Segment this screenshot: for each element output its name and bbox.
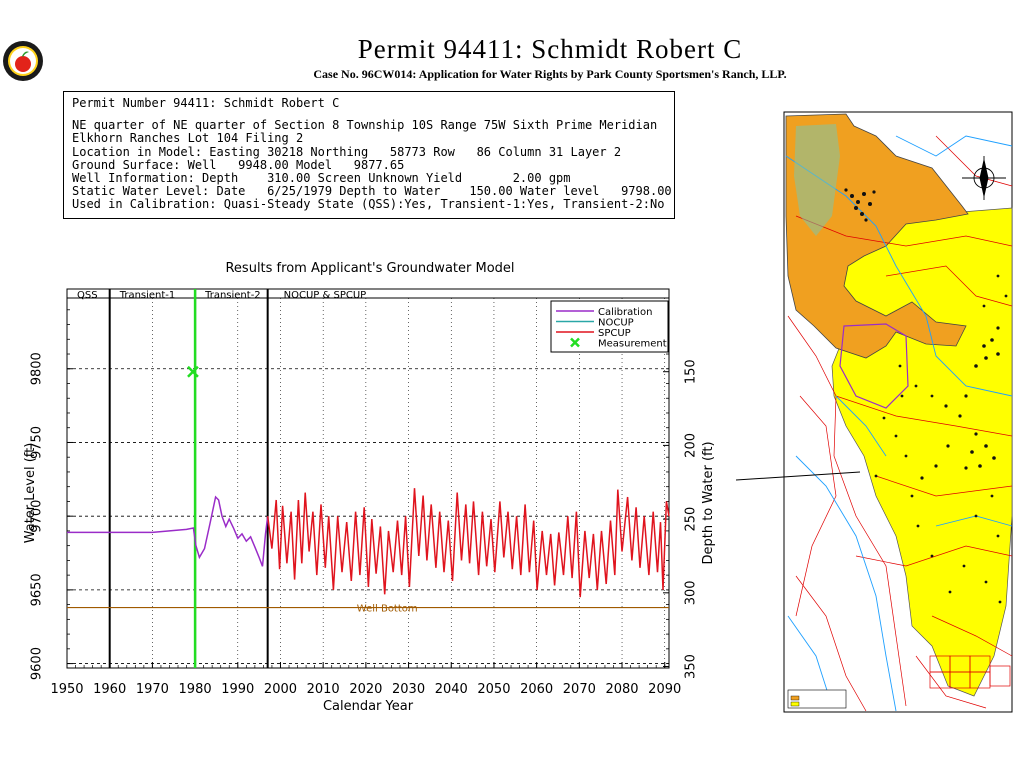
chart-title: Results from Applicant's Groundwater Mod… (225, 261, 515, 276)
measurement-point (187, 365, 199, 378)
map-legend (787, 689, 847, 709)
x-axis-tick-label: 2080 (605, 682, 638, 697)
x-axis-tick-label: 1980 (179, 682, 212, 697)
compass-rose-icon (962, 156, 1006, 200)
legend-label: Calibration (598, 307, 652, 318)
legend-box (550, 300, 669, 353)
x-axis-tick-label: 2020 (349, 682, 382, 697)
legend-label: SPCUP (598, 328, 631, 339)
groundwater-chart: QSS Transient-1 Transient-2 NOCUP & SPCUP 96… (23, 288, 716, 714)
info-well-information: Well Information: Depth 310.00 Screen Un… (72, 171, 571, 186)
x-axis-tick-label: 2030 (392, 682, 425, 697)
period-label: QSS (77, 290, 98, 301)
legend-label: NOCUP (598, 318, 634, 329)
legend-marker-measurement (570, 337, 580, 348)
info-ground-surface: Ground Surface: Well 9948.00 Model 9877.… (72, 157, 405, 172)
map-purple-boundary (839, 323, 909, 409)
info-subdivision: Elkhorn Ranches Lot 104 Filing 2 (72, 131, 304, 146)
x-axis-tick-label: 1970 (136, 682, 169, 697)
y2-axis-title: Depth to Water (ft) (701, 441, 716, 564)
series-line-spcup (266, 488, 670, 598)
y2-axis-tick-label: 300 (684, 580, 699, 605)
info-model-location: Location in Model: Easting 30218 Northin… (72, 144, 622, 159)
page-title: Permit 94411: Schmidt Robert C (357, 34, 743, 64)
x-axis-tick-label: 2050 (477, 682, 510, 697)
x-axis-tick-label: 2000 (264, 682, 297, 697)
y-axis-tick-label: 9600 (30, 647, 45, 680)
map-well-points (844, 188, 1008, 604)
info-legal-location: NE quarter of NE quarter of Section 8 To… (72, 118, 658, 133)
y2-axis-tick-label: 150 (684, 359, 699, 384)
x-axis-tick-label: 2090 (648, 682, 681, 697)
x-axis-tick-label: 2060 (520, 682, 553, 697)
seal-logo (3, 41, 43, 81)
location-map (736, 111, 1013, 713)
legend-label: Measurement (598, 339, 667, 350)
y-axis-tick-label: 9750 (30, 426, 45, 459)
y2-axis-tick-label: 250 (684, 507, 699, 532)
permit-info-box: Permit Number 94411: Schmidt Robert C NE… (63, 91, 675, 219)
map-hatched-zone (794, 124, 840, 236)
x-axis-tick-label: 2040 (435, 682, 468, 697)
series-line-calibration (67, 495, 269, 567)
info-static-water-level: Static Water Level: Date 6/25/1979 Depth… (72, 184, 672, 199)
page-subtitle: Case No. 96CW014: Application for Water … (313, 67, 787, 81)
plot-frame (66, 288, 670, 669)
y-axis-tick-label: 9650 (30, 573, 45, 606)
y-axis-tick-label: 9700 (30, 500, 45, 533)
info-calibration-use: Used in Calibration: Quasi-Steady State … (72, 197, 665, 212)
y2-axis-tick-label: 200 (684, 433, 699, 458)
period-label: NOCUP & SPCUP (284, 290, 367, 301)
x-axis-tick-label: 1960 (93, 682, 126, 697)
y-axis-title: Water Level (ft) (23, 443, 38, 544)
period-label: Transient-2 (204, 290, 261, 301)
x-axis-tick-label: 2070 (563, 682, 596, 697)
x-axis-tick-label: 2010 (307, 682, 340, 697)
well-location-pointer (736, 471, 861, 481)
map-subdivision-grid (929, 655, 1011, 689)
period-label: Transient-1 (119, 290, 176, 301)
map-roads (787, 135, 1013, 712)
x-axis-tick-label: 1950 (50, 682, 83, 697)
y2-axis-tick-label: 350 (684, 654, 699, 679)
y-axis-tick-label: 9800 (30, 352, 45, 385)
well-bottom-label: Well Bottom (357, 604, 418, 615)
x-axis-title: Calendar Year (323, 699, 414, 714)
x-axis-tick-label: 1990 (221, 682, 254, 697)
info-permit-number: Permit Number 94411: Schmidt Robert C (72, 96, 340, 110)
